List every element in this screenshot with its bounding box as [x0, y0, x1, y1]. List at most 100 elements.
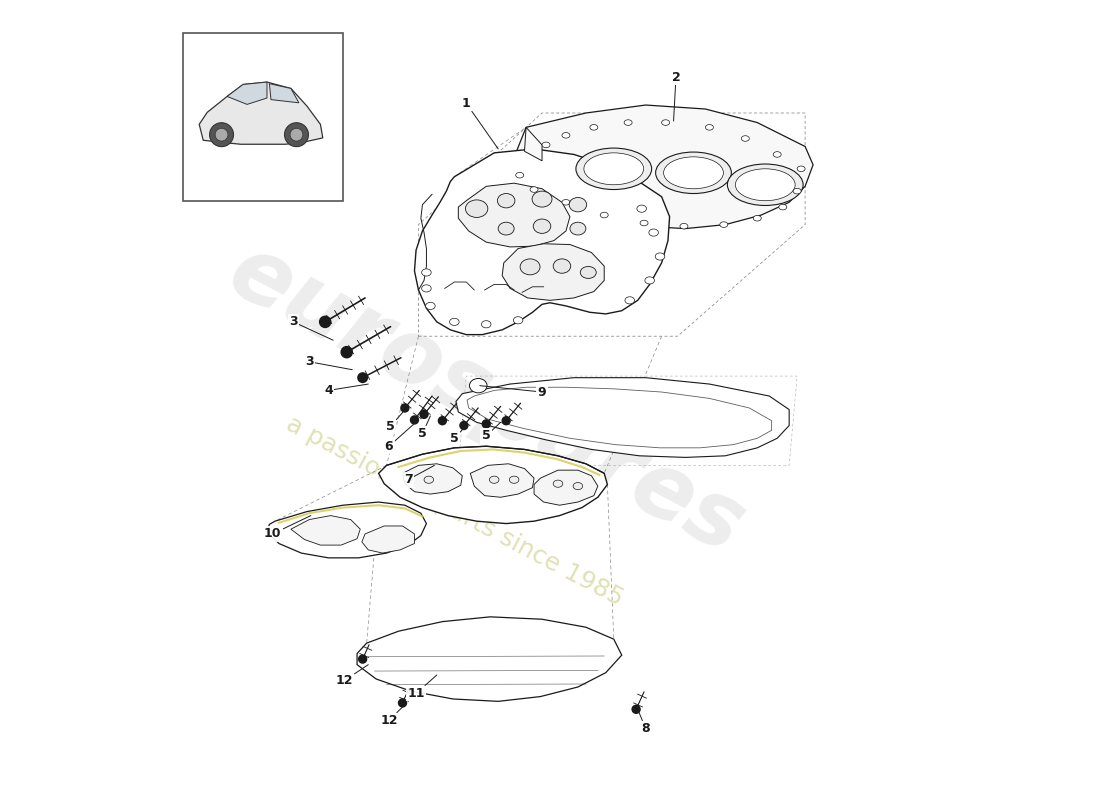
Ellipse shape — [576, 148, 651, 190]
Ellipse shape — [424, 476, 433, 483]
Ellipse shape — [727, 164, 803, 206]
Ellipse shape — [680, 223, 688, 229]
Text: 3: 3 — [289, 315, 333, 340]
Circle shape — [398, 699, 407, 707]
Ellipse shape — [421, 269, 431, 276]
Circle shape — [482, 420, 491, 428]
Polygon shape — [514, 105, 813, 229]
Text: 4: 4 — [324, 384, 369, 397]
Polygon shape — [468, 387, 771, 448]
Text: 12: 12 — [381, 705, 405, 727]
Circle shape — [320, 316, 331, 327]
Ellipse shape — [640, 220, 648, 226]
Ellipse shape — [656, 253, 664, 260]
Text: 6: 6 — [385, 420, 418, 453]
Polygon shape — [227, 82, 267, 104]
Text: 10: 10 — [264, 515, 311, 541]
Polygon shape — [459, 183, 570, 247]
Ellipse shape — [773, 152, 781, 158]
Ellipse shape — [290, 128, 303, 141]
Ellipse shape — [497, 194, 515, 208]
Circle shape — [460, 422, 467, 430]
Ellipse shape — [498, 222, 514, 235]
Text: 8: 8 — [638, 710, 650, 735]
Ellipse shape — [490, 476, 499, 483]
Polygon shape — [503, 244, 604, 300]
Circle shape — [341, 346, 352, 358]
Ellipse shape — [465, 200, 487, 218]
Text: 7: 7 — [404, 466, 434, 486]
Text: 5: 5 — [418, 416, 430, 440]
Ellipse shape — [482, 321, 491, 328]
Ellipse shape — [798, 166, 805, 171]
Ellipse shape — [285, 122, 308, 146]
Polygon shape — [455, 378, 789, 458]
Circle shape — [503, 417, 510, 425]
Ellipse shape — [569, 198, 586, 212]
Circle shape — [359, 655, 366, 663]
Ellipse shape — [553, 480, 563, 487]
Text: 12: 12 — [336, 665, 368, 687]
Text: eurospares: eurospares — [213, 227, 759, 573]
Ellipse shape — [553, 259, 571, 274]
Ellipse shape — [601, 212, 608, 218]
Ellipse shape — [532, 191, 552, 207]
Ellipse shape — [581, 266, 596, 278]
Circle shape — [358, 373, 367, 382]
Text: 5: 5 — [482, 422, 500, 442]
Ellipse shape — [779, 204, 786, 210]
Ellipse shape — [542, 142, 550, 148]
Circle shape — [420, 410, 428, 418]
Ellipse shape — [562, 199, 570, 205]
Text: a passion for parts since 1985: a passion for parts since 1985 — [282, 412, 627, 611]
Ellipse shape — [793, 188, 801, 194]
Ellipse shape — [649, 229, 659, 236]
Polygon shape — [403, 464, 462, 494]
Polygon shape — [471, 464, 535, 498]
Ellipse shape — [645, 277, 654, 284]
Ellipse shape — [705, 125, 714, 130]
Ellipse shape — [216, 128, 228, 141]
Circle shape — [400, 404, 409, 412]
Ellipse shape — [624, 120, 632, 126]
Circle shape — [439, 417, 447, 425]
Ellipse shape — [470, 378, 487, 393]
Polygon shape — [358, 617, 622, 702]
Ellipse shape — [404, 474, 412, 482]
Ellipse shape — [514, 317, 522, 324]
Circle shape — [632, 706, 640, 714]
Ellipse shape — [450, 318, 459, 326]
Text: 11: 11 — [407, 675, 437, 700]
Ellipse shape — [719, 222, 728, 227]
Ellipse shape — [509, 476, 519, 483]
Ellipse shape — [661, 120, 670, 126]
Ellipse shape — [421, 285, 431, 292]
Ellipse shape — [754, 215, 761, 221]
Text: 3: 3 — [305, 355, 352, 370]
Ellipse shape — [736, 169, 795, 201]
Polygon shape — [270, 84, 299, 102]
Polygon shape — [378, 446, 607, 523]
Ellipse shape — [562, 133, 570, 138]
Text: 1: 1 — [462, 97, 498, 149]
Ellipse shape — [534, 219, 551, 234]
Polygon shape — [290, 515, 361, 545]
Ellipse shape — [590, 125, 597, 130]
Ellipse shape — [573, 482, 583, 490]
Ellipse shape — [530, 186, 538, 192]
Polygon shape — [415, 149, 670, 334]
FancyBboxPatch shape — [184, 34, 343, 201]
Ellipse shape — [520, 259, 540, 275]
Ellipse shape — [637, 205, 647, 212]
Text: 9: 9 — [480, 386, 547, 398]
Polygon shape — [199, 82, 322, 144]
Ellipse shape — [625, 297, 635, 304]
Ellipse shape — [656, 152, 732, 194]
Text: 2: 2 — [672, 70, 680, 121]
Ellipse shape — [663, 157, 724, 189]
Ellipse shape — [426, 302, 436, 310]
Ellipse shape — [570, 222, 586, 235]
Text: 5: 5 — [386, 408, 407, 433]
Polygon shape — [535, 470, 597, 506]
Polygon shape — [362, 526, 415, 553]
